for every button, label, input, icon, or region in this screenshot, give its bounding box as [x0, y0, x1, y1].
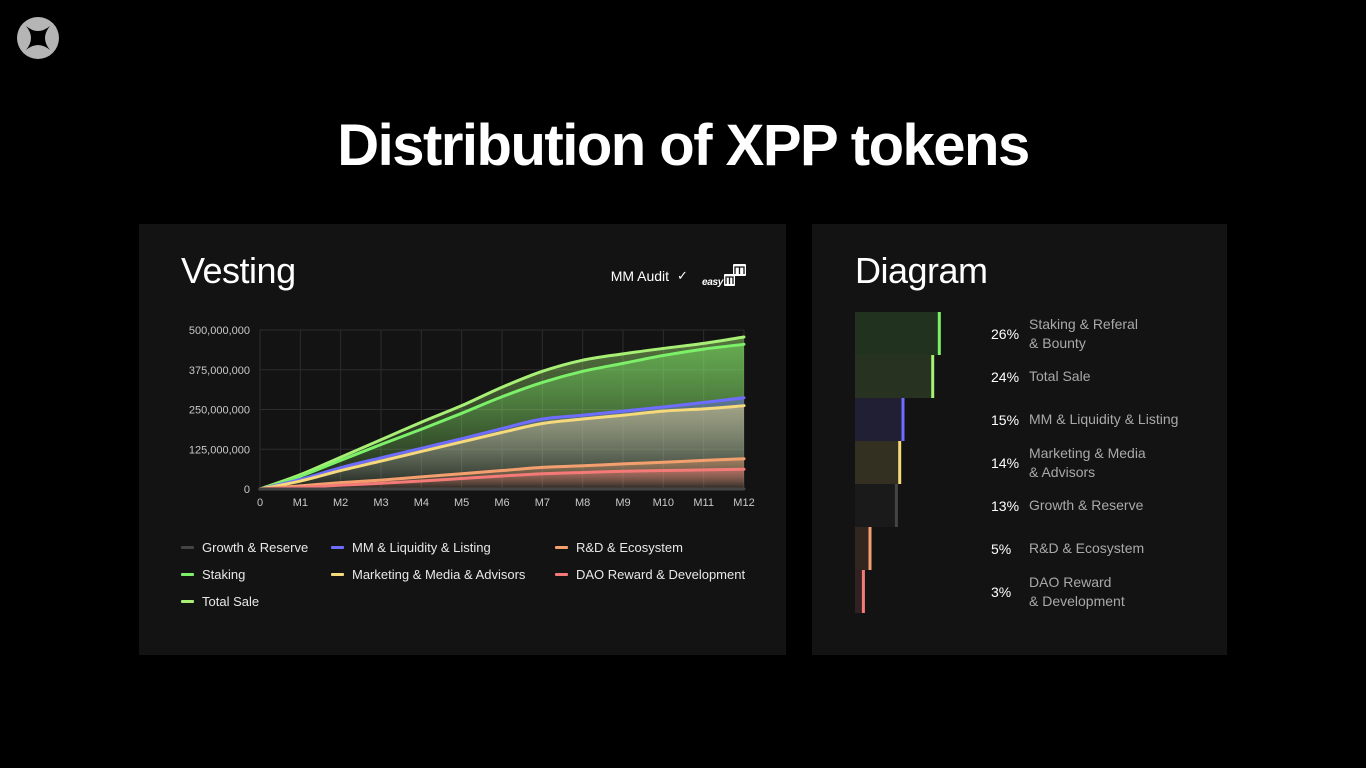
distribution-bar — [855, 398, 905, 441]
x-tick-label: M3 — [373, 497, 388, 509]
vesting-chart: 0 125,000,000 250,000,000 375,000,000 500,00… — [189, 325, 755, 509]
x-tick-label: M12 — [733, 497, 754, 509]
distribution-percent: 5% — [991, 540, 1012, 557]
distribution-name: MM & Liquidity & Listing — [1029, 411, 1179, 427]
mm-audit-badge[interactable]: MM Audit ✓ easy — [611, 264, 746, 288]
x-tick-label: M2 — [333, 497, 348, 509]
distribution-name: Growth & Reserve — [1029, 497, 1144, 513]
distribution-label-row: 24% Total Sale — [991, 355, 1090, 398]
distribution-name: Total Sale — [1029, 368, 1091, 384]
check-icon: ✓ — [677, 268, 688, 283]
distribution-percent: 13% — [991, 497, 1020, 514]
legend-label: Marketing & Media & Advisors — [352, 567, 526, 582]
legend-item: Marketing & Media & Advisors — [331, 567, 525, 582]
distribution-percent: 3% — [991, 583, 1012, 600]
distribution-label-row: 5% R&D & Ecosystem — [991, 527, 1144, 570]
y-tick-label: 250,000,000 — [189, 405, 250, 417]
y-tick-label: 125,000,000 — [189, 444, 250, 456]
distribution-label-row: 26% Staking & Referal & Bounty — [991, 312, 1138, 355]
distribution-bar-edge — [868, 527, 872, 570]
legend-label: Total Sale — [202, 594, 260, 609]
legend-item: Growth & Reserve — [181, 540, 308, 555]
distribution-percent: 15% — [991, 411, 1020, 428]
legend-item: Staking — [181, 567, 245, 582]
legend-swatch — [181, 600, 194, 603]
vesting-title: Vesting — [181, 250, 296, 291]
brand-logo-icon[interactable] — [17, 17, 59, 59]
legend-item: MM & Liquidity & Listing — [331, 540, 491, 555]
distribution-bar — [855, 527, 872, 570]
distribution-bar-edge — [901, 398, 905, 441]
easymm-logo-text: easy — [701, 277, 723, 288]
x-tick-label: M6 — [494, 497, 509, 509]
series-line — [258, 467, 746, 491]
legend-label: R&D & Ecosystem — [576, 540, 683, 555]
distribution-name: Staking & Referal & Bounty — [1029, 315, 1138, 351]
legend-swatch — [555, 573, 568, 576]
x-tick-label: M1 — [293, 497, 308, 509]
series-line — [258, 457, 746, 491]
y-tick-label: 500,000,000 — [189, 325, 250, 337]
x-tick-label: M9 — [615, 497, 630, 509]
legend-swatch — [555, 546, 568, 549]
legend-item: Total Sale — [181, 594, 259, 609]
legend-swatch — [181, 546, 194, 549]
legend-swatch — [331, 573, 344, 576]
distribution-bar — [855, 441, 902, 484]
distribution-bar — [855, 570, 865, 613]
vesting-card: Vesting MM Audit ✓ easy 0 125,000,000 250,… — [139, 224, 786, 655]
distribution-bar-edge — [898, 441, 902, 484]
distribution-bar-chart — [855, 312, 941, 613]
x-tick-label: M7 — [535, 497, 550, 509]
y-tick-label: 375,000,000 — [189, 365, 250, 377]
distribution-name: R&D & Ecosystem — [1029, 540, 1145, 556]
distribution-bar-edge — [861, 570, 865, 613]
diagram-title: Diagram — [855, 250, 988, 291]
distribution-name: DAO Reward & Development — [1029, 573, 1125, 609]
easymm-mark-icon — [724, 264, 746, 286]
legend-item: DAO Reward & Development — [555, 567, 745, 582]
x-tick-label: M11 — [693, 497, 714, 509]
distribution-bar-edge — [937, 312, 941, 355]
legend-label: MM & Liquidity & Listing — [352, 540, 491, 555]
distribution-bar-edge — [894, 484, 898, 527]
distribution-label-row: 15% MM & Liquidity & Listing — [991, 398, 1178, 441]
x-tick-label: M5 — [454, 497, 469, 509]
legend-label: Growth & Reserve — [202, 540, 309, 555]
x-tick-label: M10 — [653, 497, 674, 509]
distribution-bar — [855, 312, 941, 355]
diagram-card: Diagram — [812, 224, 1227, 655]
legend-item: R&D & Ecosystem — [555, 540, 683, 555]
series-line — [258, 396, 746, 491]
distribution-label-row: 13% Growth & Reserve — [991, 484, 1143, 527]
vesting-legend: Growth & Reserve MM & Liquidity & Listing… — [181, 540, 771, 630]
legend-swatch — [181, 573, 194, 576]
distribution-bar — [855, 484, 898, 527]
legend-swatch — [331, 546, 344, 549]
mm-audit-label: MM Audit — [610, 268, 670, 284]
legend-label: DAO Reward & Development — [576, 567, 746, 582]
distribution-name: Marketing & Media & Advisors — [1029, 444, 1146, 480]
distribution-percent: 24% — [991, 368, 1020, 385]
distribution-percent: 26% — [991, 325, 1020, 342]
distribution-bar-edge — [931, 355, 935, 398]
x-tick-label: M8 — [575, 497, 590, 509]
easymm-logo: easy — [702, 264, 746, 288]
series-line — [258, 404, 746, 491]
series-line — [258, 335, 746, 491]
distribution-percent: 14% — [991, 454, 1020, 471]
series-line — [258, 342, 746, 491]
legend-label: Staking — [202, 567, 246, 582]
distribution-label-row: 14% Marketing & Media & Advisors — [991, 441, 1146, 484]
page-title: Distribution of XPP tokens — [337, 113, 1030, 178]
x-tick-label: 0 — [257, 497, 263, 509]
distribution-label-row: 3% DAO Reward & Development — [991, 570, 1125, 613]
y-tick-label: 0 — [244, 484, 250, 496]
x-tick-label: M4 — [414, 497, 429, 509]
distribution-bar — [855, 355, 935, 398]
